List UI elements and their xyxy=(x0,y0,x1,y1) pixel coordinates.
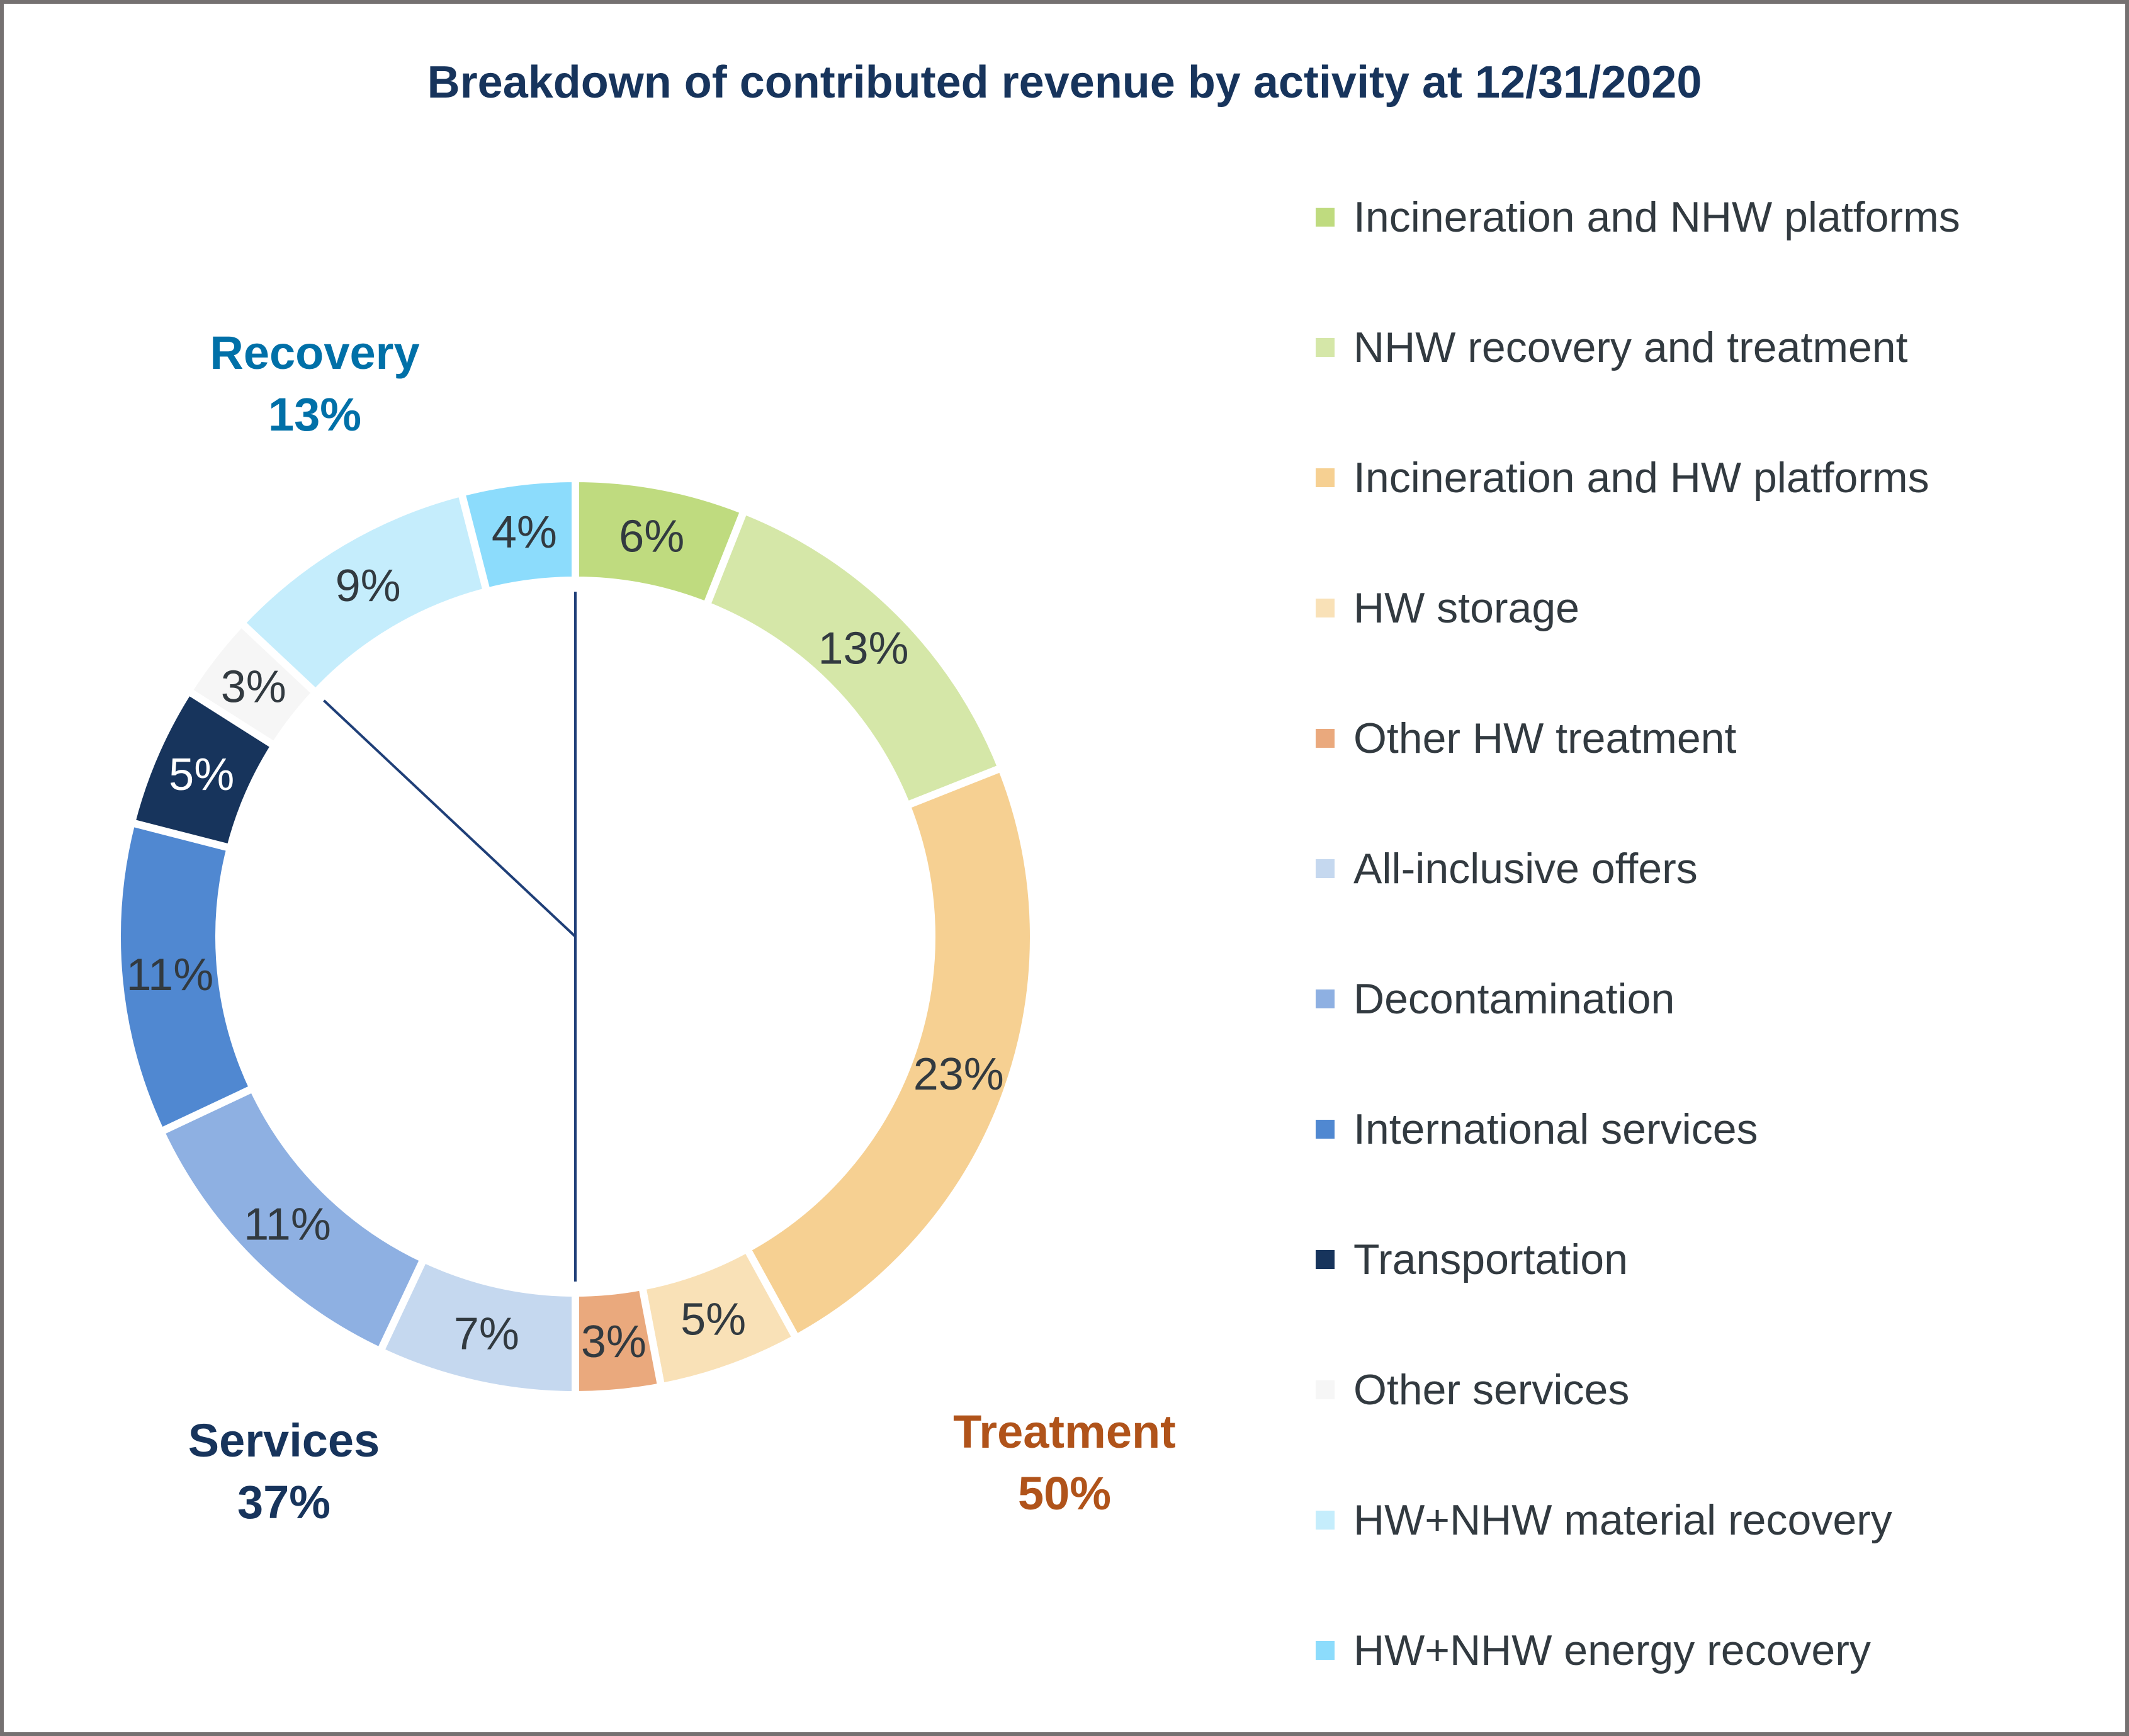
slice-label: 6% xyxy=(619,511,684,561)
slice-labels: 6% 13% 23% 5% 3% 7% 11% 11% 5% 3% 9% 4% xyxy=(126,507,1003,1367)
legend-item: International services xyxy=(1316,1101,1758,1158)
legend-label: HW storage xyxy=(1353,584,1579,632)
slice-label: 9% xyxy=(336,561,401,611)
legend-item: Other services xyxy=(1316,1361,1629,1418)
legend-swatch-icon xyxy=(1316,468,1335,487)
chart-title: Breakdown of contributed revenue by acti… xyxy=(427,57,1702,108)
legend-item: Incineration and NHW platforms xyxy=(1316,189,1960,245)
legend-item: Incineration and HW platforms xyxy=(1316,449,1929,506)
legend-swatch-icon xyxy=(1316,1250,1335,1269)
slice-label: 7% xyxy=(454,1309,519,1359)
legend-label: International services xyxy=(1353,1105,1758,1153)
slice-label: 3% xyxy=(221,662,286,712)
legend-item: HW+NHW energy recovery xyxy=(1316,1622,1871,1679)
legend-item: Decontamination xyxy=(1316,971,1674,1027)
legend-item: NHW recovery and treatment xyxy=(1316,319,1908,376)
legend-label: NHW recovery and treatment xyxy=(1353,324,1908,371)
legend-label: Decontamination xyxy=(1353,975,1675,1023)
group-name: Treatment xyxy=(953,1406,1176,1458)
legend-swatch-icon xyxy=(1316,989,1335,1008)
group-label-treatment: Treatment 50% xyxy=(876,1401,1253,1525)
group-name: Recovery xyxy=(210,327,420,379)
legend-label: Incineration and HW platforms xyxy=(1353,454,1929,502)
legend-swatch-icon xyxy=(1316,1120,1335,1139)
legend-label: Other HW treatment xyxy=(1353,714,1737,762)
legend-swatch-icon xyxy=(1316,338,1335,357)
slice-label: 13% xyxy=(818,624,908,674)
group-value: 13% xyxy=(268,388,362,441)
slice-label: 3% xyxy=(581,1317,647,1367)
legend-label: Incineration and NHW platforms xyxy=(1353,193,1960,241)
slice-label: 5% xyxy=(680,1295,746,1345)
legend-swatch-icon xyxy=(1316,1380,1335,1399)
legend-swatch-icon xyxy=(1316,1641,1335,1660)
slice-label: 23% xyxy=(913,1049,1004,1100)
legend-item: All-inclusive offers xyxy=(1316,840,1698,897)
group-label-recovery: Recovery 13% xyxy=(126,322,504,446)
slice-label: 4% xyxy=(492,507,557,558)
group-divider-line xyxy=(323,699,577,938)
donut-slice xyxy=(742,763,1037,1344)
legend-label: Other services xyxy=(1353,1366,1630,1414)
legend-item: Other HW treatment xyxy=(1316,710,1736,767)
donut-slices xyxy=(113,474,1037,1399)
slice-label: 11% xyxy=(126,950,213,1000)
legend-item: HW+NHW material recovery xyxy=(1316,1492,1892,1548)
legend-label: All-inclusive offers xyxy=(1353,845,1698,893)
group-label-services: Services 37% xyxy=(95,1410,473,1533)
group-value: 37% xyxy=(237,1476,331,1528)
legend-item: HW storage xyxy=(1316,580,1579,636)
legend-swatch-icon xyxy=(1316,599,1335,617)
slice-label: 5% xyxy=(169,750,234,800)
legend-swatch-icon xyxy=(1316,859,1335,878)
group-name: Services xyxy=(188,1414,380,1467)
legend-swatch-icon xyxy=(1316,208,1335,227)
group-value: 50% xyxy=(1017,1467,1112,1519)
donut-slice xyxy=(456,474,579,597)
legend-label: Transportation xyxy=(1353,1236,1628,1283)
slice-label: 11% xyxy=(244,1199,331,1249)
legend-label: HW+NHW energy recovery xyxy=(1353,1626,1871,1674)
legend-label: HW+NHW material recovery xyxy=(1353,1496,1892,1544)
legend-swatch-icon xyxy=(1316,729,1335,748)
legend-swatch-icon xyxy=(1316,1511,1335,1530)
legend-item: Transportation xyxy=(1316,1231,1628,1288)
group-dividers xyxy=(323,592,577,1282)
